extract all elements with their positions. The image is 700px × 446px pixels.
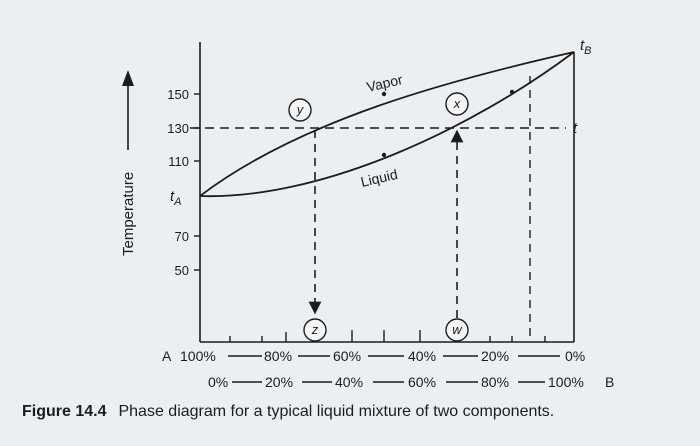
point-w-label: w xyxy=(452,322,463,337)
y-tick-50: 50 xyxy=(175,263,189,278)
composition-row-b: 0% 20% 40% 60% 80% 100% B xyxy=(208,374,614,390)
point-x-label: x xyxy=(453,96,461,111)
point-y-label: y xyxy=(296,102,305,117)
b-pct-80: 80% xyxy=(481,374,509,390)
t-b-label: tB xyxy=(580,37,592,57)
phase-diagram: y x z w Vapor Liquid 150 130 110 70 50 t… xyxy=(120,37,614,390)
vapor-label: Vapor xyxy=(365,71,404,95)
b-pct-20: 20% xyxy=(265,374,293,390)
figure-caption: Figure 14.4 Phase diagram for a typical l… xyxy=(22,402,692,422)
a-pct-20: 20% xyxy=(481,348,509,364)
b-pct-60: 60% xyxy=(408,374,436,390)
point-x: x xyxy=(445,92,469,116)
y-tick-130: 130 xyxy=(167,121,189,136)
x-ticks xyxy=(229,330,546,342)
liquid-label: Liquid xyxy=(359,166,399,190)
liquid-dot-2 xyxy=(509,89,515,95)
a-pct-100: 100% xyxy=(180,348,216,364)
y-tick-70: 70 xyxy=(175,229,189,244)
figure-number: Figure 14.4 xyxy=(22,403,107,420)
point-y: y xyxy=(288,98,312,122)
b-pct-0: 0% xyxy=(208,374,228,390)
vapor-dot xyxy=(381,91,387,97)
temperature-up-arrow xyxy=(122,70,134,150)
a-pct-40: 40% xyxy=(408,348,436,364)
b-pct-100: 100% xyxy=(548,374,584,390)
figure-caption-text: Phase diagram for a typical liquid mixtu… xyxy=(118,403,555,420)
y-tick-110: 110 xyxy=(168,154,189,169)
a-pct-0: 0% xyxy=(565,348,585,364)
y-ticks xyxy=(194,93,200,271)
point-z-label: z xyxy=(311,322,319,337)
a-pct-80: 80% xyxy=(264,348,292,364)
component-a-label: A xyxy=(162,348,172,364)
a-pct-60: 60% xyxy=(333,348,361,364)
temperature-axis-label: Temperature xyxy=(120,172,137,256)
t-a-label: tA xyxy=(170,188,182,208)
component-b-label: B xyxy=(605,374,614,390)
liquid-dot-1 xyxy=(381,152,387,158)
composition-row-a: A 100% 80% 60% 40% 20% 0% xyxy=(162,348,585,364)
b-pct-40: 40% xyxy=(335,374,363,390)
t-label: t xyxy=(573,120,578,137)
point-z: z xyxy=(303,318,327,342)
vapor-curve xyxy=(199,51,575,197)
point-w: w xyxy=(445,318,469,342)
y-tick-150: 150 xyxy=(167,87,189,102)
